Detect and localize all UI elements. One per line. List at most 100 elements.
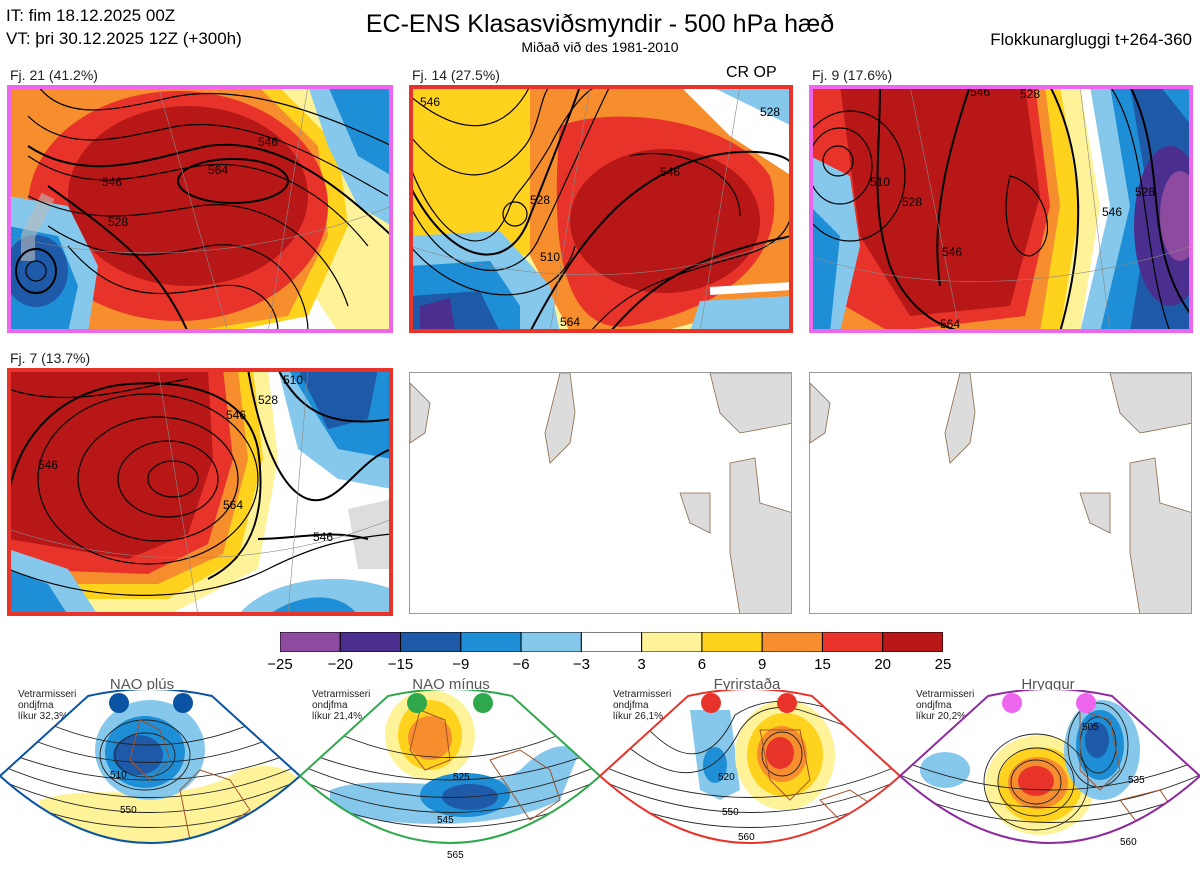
contour-label: 564: [223, 498, 243, 512]
page-title: EC-ENS Klasasviðsmyndir - 500 hPa hæð: [365, 10, 835, 38]
empty-map-1-coast: [410, 373, 791, 613]
regime-2-dot-left: [407, 693, 427, 713]
contour-label: 546: [942, 245, 962, 259]
contour-label: 546: [1102, 205, 1122, 219]
contour-label: 510: [870, 175, 890, 189]
regime-4-dot-left: [1002, 693, 1022, 713]
contour-label: 546: [226, 408, 246, 422]
colorbar-segment: [580, 631, 643, 653]
regime-3-dot-right: [777, 693, 797, 713]
colorbar-tick-label: 9: [758, 656, 767, 673]
regime-4-dot-right: [1076, 693, 1096, 713]
regime-1-dot-left: [109, 693, 129, 713]
contour-label: 546: [420, 95, 440, 109]
regime-note-line: Vetrarmisseri: [312, 689, 371, 700]
colorbar: [279, 631, 944, 653]
colorbar-tick-label: 6: [697, 656, 707, 673]
regime-contour-label: 505: [1082, 722, 1099, 733]
empty-map-1: [409, 372, 792, 614]
colorbar-segment: [339, 631, 402, 653]
regime-note-line: Vetrarmisseri: [18, 689, 77, 700]
colorbar-tick-label: −9: [452, 656, 470, 673]
colorbar-segment: [279, 631, 341, 653]
contour-label: 528: [760, 105, 780, 119]
cluster-map-4: 546 546 528 510 564 546: [8, 369, 392, 615]
contour-label: 528: [530, 193, 550, 207]
regime-note-line: ondjfma: [916, 700, 952, 711]
contour-label: 528: [258, 393, 278, 407]
regime-contour-label: 510: [110, 770, 127, 781]
regime-note-line: líkur 21,4%: [312, 711, 363, 722]
colorbar-tick-label: 20: [874, 656, 892, 673]
contour-label: 546: [660, 165, 680, 179]
regime-1-outline: [0, 690, 302, 844]
empty-map-2-coast: [810, 373, 1191, 613]
contour-label: 528: [1135, 185, 1155, 199]
valid-time: VT: þri 30.12.2025 12Z (+300h): [6, 29, 242, 48]
contour-label: 546: [38, 458, 58, 472]
regime-3-dot-left: [701, 693, 721, 713]
regime-contour-label: 565: [447, 850, 464, 861]
colorbar-tick-label: 25: [934, 656, 952, 673]
regime-2-outline: [298, 690, 602, 844]
colorbar-tick-label: −20: [327, 656, 354, 673]
panel-2-badge: CR OP: [726, 64, 777, 81]
regime-contour-label: 545: [437, 815, 454, 826]
colorbar-segment: [821, 631, 884, 653]
regime-maps: 510 550 525 545 565: [0, 690, 1200, 861]
regime-contour-label: 550: [722, 807, 739, 818]
regime-2-note: Vetrarmisseri ondjfma líkur 21,4%: [312, 689, 370, 722]
classification-window: Flokkunargluggi t+264-360: [990, 30, 1192, 49]
colorbar-segment: [701, 631, 763, 653]
regime-contour-label: 520: [718, 772, 735, 783]
contour-label: 564: [560, 315, 580, 329]
panel-1-label: Fj. 21 (41.2%): [10, 67, 98, 83]
colorbar-segment: [460, 631, 522, 653]
regime-note-line: líkur 20,2%: [916, 711, 967, 722]
colorbar-tick-label: −15: [387, 656, 414, 673]
regime-1-dot-right: [173, 693, 193, 713]
cluster-map-4-svg: 546 546 528 510 564 546: [8, 369, 392, 615]
regime-4-note: Vetrarmisseri ondjfma líkur 20,2%: [916, 689, 974, 722]
contour-label: 510: [283, 373, 303, 387]
colorbar-segment: [520, 631, 582, 653]
regime-3-outline: [598, 690, 902, 844]
colorbar-tick-label: −6: [512, 656, 530, 673]
cluster-map-3: 546 528 510 528 546 546 528 564: [810, 86, 1192, 332]
contour-label: 528: [1020, 87, 1040, 101]
regime-1-title: NAO plús: [109, 676, 175, 693]
contour-label: 546: [258, 135, 278, 149]
colorbar-tick-label: 3: [637, 656, 646, 673]
regime-4-title: Hryggur: [1021, 676, 1075, 693]
contour-label: 546: [102, 175, 122, 189]
regime-contour-label: 550: [120, 805, 137, 816]
regime-3-title: Fyrirstaða: [713, 676, 781, 693]
contour-label: 510: [540, 250, 560, 264]
regime-note-line: ondjfma: [312, 700, 348, 711]
panel-4-label: Fj. 7 (13.7%): [10, 350, 91, 366]
regime-note-line: líkur 26,1%: [613, 711, 664, 722]
colorbar-segment: [641, 631, 703, 653]
colorbar-segment: [761, 631, 823, 653]
contour-label: 528: [108, 215, 128, 229]
cluster-map-1-svg: 546 564 528 546: [8, 86, 392, 332]
regime-4-outline: [898, 690, 1200, 844]
colorbar-svg: [279, 631, 944, 653]
regime-3-note: Vetrarmisseri ondjfma líkur 26,1%: [613, 689, 671, 722]
contour-label: 564: [208, 163, 228, 177]
regime-contour-label: 560: [738, 832, 755, 843]
colorbar-segment: [882, 631, 944, 653]
cluster-map-2: 546 528 510 528 546 564: [410, 86, 792, 332]
contour-label: 546: [970, 86, 990, 99]
colorbar-tick-label: 15: [814, 656, 831, 673]
initial-time: IT: fim 18.12.2025 00Z: [6, 6, 176, 25]
regime-contour-label: 525: [453, 772, 470, 783]
regime-contour-label: 535: [1128, 775, 1145, 786]
cluster-map-1: 546 564 528 546: [8, 86, 392, 332]
empty-map-2: [809, 372, 1192, 614]
colorbar-tick-label: −25: [267, 656, 293, 673]
panel-2-label: Fj. 14 (27.5%): [412, 67, 500, 83]
colorbar-tick-label: −3: [572, 656, 590, 673]
cluster-map-3-svg: 546 528 510 528 546 546 528 564: [810, 86, 1192, 332]
colorbar-segment: [400, 631, 462, 653]
